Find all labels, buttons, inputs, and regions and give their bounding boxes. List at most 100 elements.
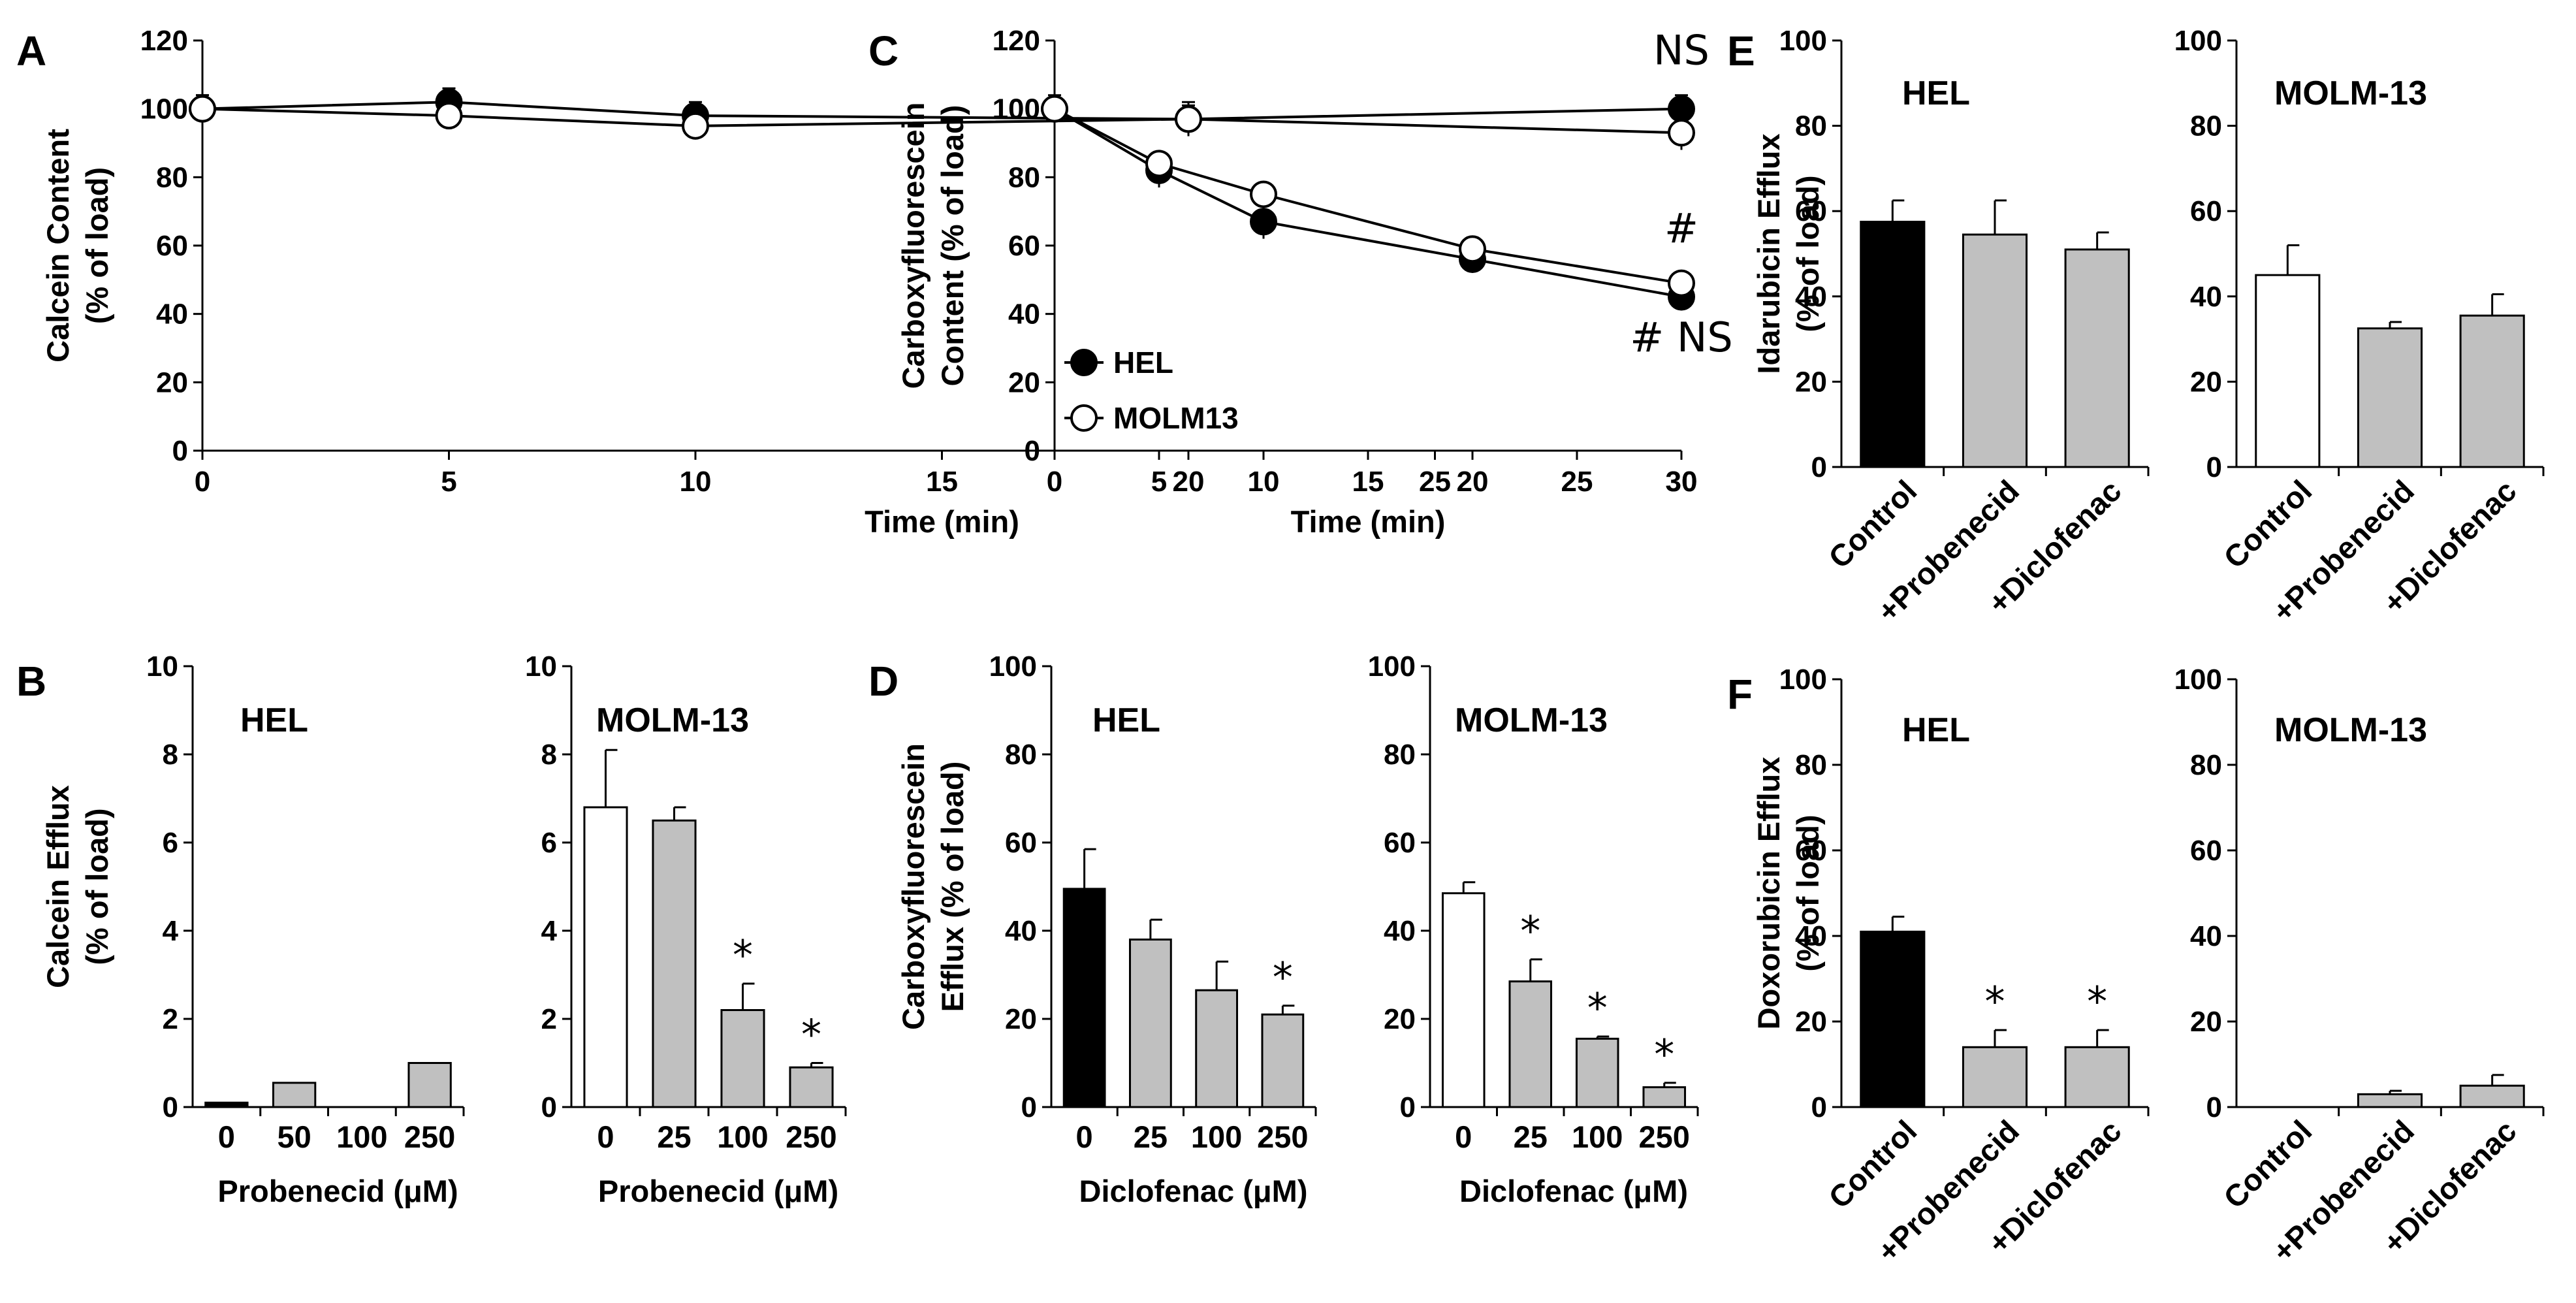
significance-star: * xyxy=(1273,954,1293,1001)
bar xyxy=(1962,233,2028,468)
x-axis-label: Probenecid (μM) xyxy=(217,1174,458,1208)
panel-title: MOLM-13 xyxy=(596,701,749,739)
data-point-molm13 xyxy=(1041,95,1068,123)
significance-star: * xyxy=(1520,907,1540,955)
significance-annotation: NS xyxy=(1653,27,1709,74)
x-tick-label: 20 xyxy=(1173,466,1205,498)
y-tick-label: 60 xyxy=(2190,835,2222,867)
bar xyxy=(407,1062,452,1108)
y-tick-label: 100 xyxy=(2174,664,2222,696)
panel-letter: A xyxy=(16,27,46,74)
y-axis-label: Doxorubicin Efflux xyxy=(1751,757,1786,1030)
y-tick-label: 60 xyxy=(1795,835,1827,867)
bar xyxy=(1062,888,1106,1108)
y-tick-label: 60 xyxy=(1384,827,1416,859)
y-axis-label: Carboxyfluorescein xyxy=(896,103,930,389)
y-tick-label: 20 xyxy=(1384,1003,1416,1035)
chart-B-HEL: 0 2 4 6 8 10 Calcein Efflux (% of load) B HEL 0 50 1… xyxy=(16,651,465,1208)
y-tick-label: 60 xyxy=(1795,195,1827,227)
y-tick-label: 40 xyxy=(2190,920,2222,952)
y-tick-label: 40 xyxy=(1795,281,1827,313)
bar xyxy=(2064,1046,2130,1108)
x-tick-label: Control xyxy=(1822,474,1924,575)
x-axis-label: Time (min) xyxy=(865,504,1019,539)
data-point-molm13 xyxy=(1668,269,1695,297)
y-tick-label: 80 xyxy=(1384,739,1416,771)
y-axis-label: (% of load) xyxy=(80,808,114,965)
y-tick-label: 4 xyxy=(163,915,179,947)
chart-E-MOLM: 020406080100MOLM-13Control+Probenecid+Di… xyxy=(2174,25,2545,628)
x-tick-label: 250 xyxy=(404,1119,455,1154)
y-tick-label: 0 xyxy=(2206,1091,2222,1123)
legend-label: MOLM13 xyxy=(1113,401,1239,435)
x-tick-label: 0 xyxy=(597,1119,614,1154)
legend-label: HEL xyxy=(1113,346,1173,379)
chart-D-HEL: 0 20 40 60 80 100 Carboxyfluorescein Efflux (% … xyxy=(868,651,1317,1208)
y-tick-label: 0 xyxy=(1025,435,1040,467)
x-tick-label: Control xyxy=(2217,474,2319,575)
y-tick-label: 80 xyxy=(2190,749,2222,781)
y-tick-label: 60 xyxy=(156,230,188,262)
data-point-molm13 xyxy=(1145,150,1173,178)
y-tick-label: 0 xyxy=(1021,1091,1037,1123)
significance-star: * xyxy=(1654,1031,1674,1078)
data-point-hel xyxy=(1250,208,1277,236)
y-tick-label: 120 xyxy=(993,25,1040,57)
bar xyxy=(2357,327,2423,468)
y-tick-label: 40 xyxy=(1795,920,1827,952)
bar xyxy=(2459,314,2525,468)
y-tick-label: 8 xyxy=(541,739,557,771)
y-tick-label: 2 xyxy=(541,1003,557,1035)
data-point-molm13 xyxy=(682,112,709,140)
x-tick-label: 250 xyxy=(786,1119,836,1154)
y-tick-label: 40 xyxy=(1008,298,1040,330)
data-point-molm13 xyxy=(1668,119,1695,147)
x-tick-label: Control xyxy=(1822,1114,1924,1215)
x-tick-label: 0 xyxy=(1076,1119,1093,1154)
x-tick-label: 30 xyxy=(1666,466,1698,498)
x-tick-label: 250 xyxy=(1639,1119,1690,1154)
x-tick-label: 50 xyxy=(277,1119,311,1154)
bar xyxy=(1860,930,1926,1108)
chart-F-MOLM: 020406080100MOLM-13Control+Probenecid+Di… xyxy=(2174,664,2545,1268)
x-tick-label: 20 xyxy=(1457,466,1489,498)
y-tick-label: 120 xyxy=(140,25,188,57)
bar xyxy=(1575,1037,1619,1108)
y-tick-label: 80 xyxy=(1795,749,1827,781)
y-tick-label: 60 xyxy=(1008,230,1040,262)
y-tick-label: 100 xyxy=(1779,664,1827,696)
y-tick-label: 0 xyxy=(1400,1091,1416,1123)
y-tick-label: 0 xyxy=(541,1091,557,1123)
y-tick-label: 20 xyxy=(2190,366,2222,398)
x-tick-label: 30 xyxy=(1666,466,1698,498)
panel-title: HEL xyxy=(1092,701,1160,739)
y-axis-label: Carboxyfluorescein xyxy=(896,743,930,1030)
y-tick-label: 4 xyxy=(541,915,558,947)
x-tick-label: 0 xyxy=(1455,1119,1472,1154)
panel-title: HEL xyxy=(1902,711,1970,749)
y-tick-label: 80 xyxy=(156,161,188,193)
bar xyxy=(2064,248,2130,468)
significance-star: * xyxy=(733,931,753,979)
y-tick-label: 0 xyxy=(1811,1091,1827,1123)
significance-star: * xyxy=(2087,978,2107,1025)
y-tick-label: 0 xyxy=(172,435,188,467)
y-tick-label: 100 xyxy=(993,93,1040,125)
y-tick-label: 40 xyxy=(156,298,188,330)
x-tick-label: 15 xyxy=(1352,466,1384,498)
significance-star: * xyxy=(1587,984,1608,1032)
bar xyxy=(2459,1084,2525,1108)
y-tick-label: 60 xyxy=(1005,827,1037,859)
bar xyxy=(1508,980,1553,1108)
panel-letter: D xyxy=(868,658,898,705)
significance-annotation: # NS xyxy=(1630,314,1732,361)
bar xyxy=(1128,939,1172,1108)
y-tick-label: 40 xyxy=(1005,915,1037,947)
bar xyxy=(2255,274,2321,468)
data-point-molm13 xyxy=(1250,180,1277,208)
bar xyxy=(1195,989,1239,1108)
x-tick-label: 0 xyxy=(195,466,210,498)
